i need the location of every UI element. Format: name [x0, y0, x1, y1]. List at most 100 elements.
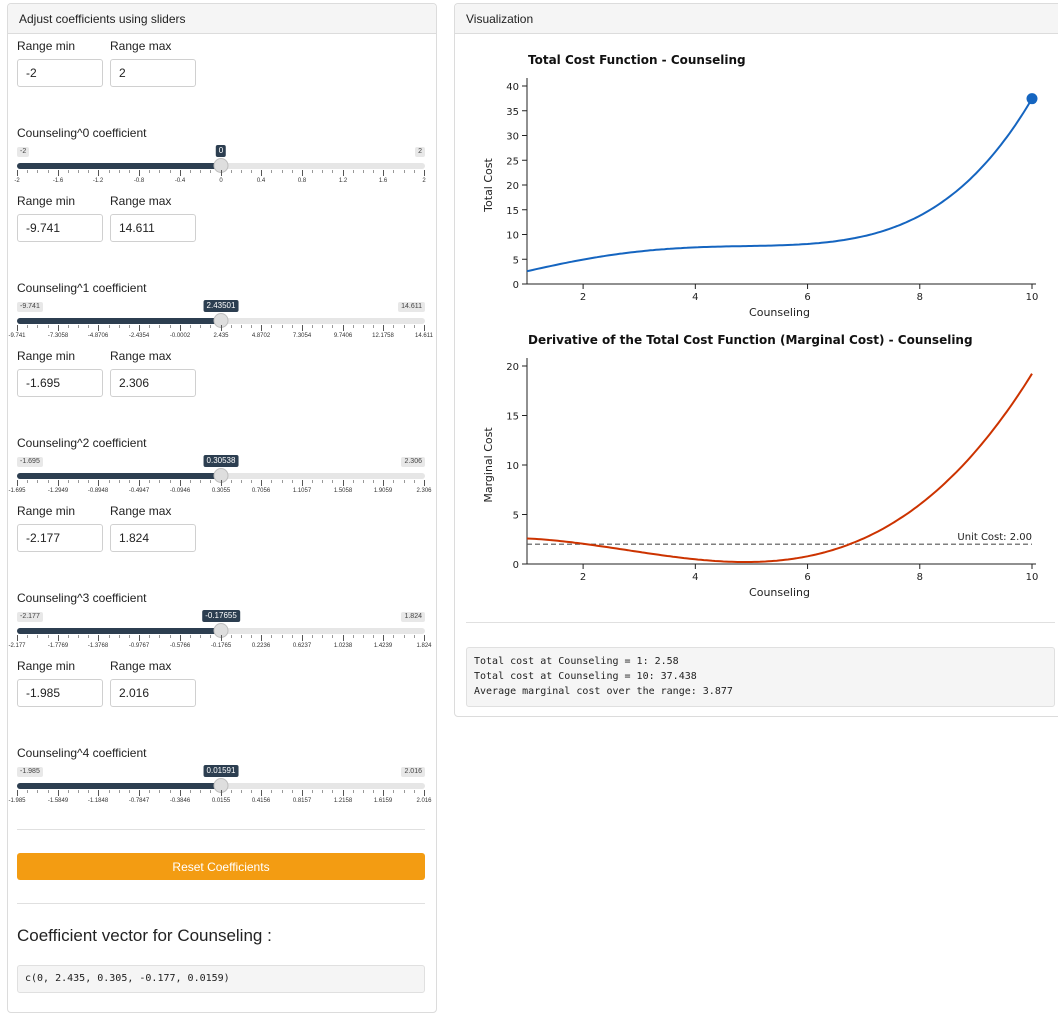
slider-minor-tick: [241, 170, 242, 173]
slider-max-badge: 2.016: [401, 767, 425, 777]
slider-minor-tick: [109, 170, 110, 173]
slider-minor-tick: [292, 325, 293, 328]
slider-minor-tick: [88, 635, 89, 638]
slider-major-tick: [261, 325, 262, 331]
coefficient-vector-output: c(0, 2.435, 0.305, -0.177, 0.0159): [17, 965, 425, 993]
slider-tick-label: 2.306: [416, 488, 432, 494]
slider-minor-tick: [271, 635, 272, 638]
slider-minor-tick: [88, 480, 89, 483]
divider: [17, 903, 425, 904]
range-max-input[interactable]: 14.611: [110, 214, 196, 242]
slider-minor-tick: [251, 635, 252, 638]
slider-major-tick: [343, 325, 344, 331]
slider-minor-tick: [37, 170, 38, 173]
slider-major-tick: [221, 790, 222, 796]
slider-major-tick: [180, 325, 181, 331]
slider-tick-label: 4.8702: [251, 333, 271, 339]
slider-tick-label: -1.6: [52, 178, 64, 184]
slider-ticks: -1.695 -1.2949 -0.8948 -0.4947 -0.0946 0.3055…: [8, 480, 432, 502]
y-tick-label: 5: [513, 511, 519, 522]
slider-major-tick: [343, 480, 344, 486]
range-min-input[interactable]: -2: [17, 59, 103, 87]
slider-tick-label: 1.824: [416, 643, 432, 649]
slider-tick-label: -0.8948: [87, 488, 109, 494]
x-tick-label: 4: [692, 292, 698, 303]
range-min-input[interactable]: -1.695: [17, 369, 103, 397]
slider-minor-tick: [27, 170, 28, 173]
slider-minor-tick: [119, 325, 120, 328]
slider-tick-label: -0.1765: [210, 643, 232, 649]
slider-value-bubble: 0.30538: [203, 455, 239, 467]
slider-minor-tick: [251, 790, 252, 793]
slider-major-tick: [58, 480, 59, 486]
range-max-input[interactable]: 2: [110, 59, 196, 87]
slider-tick-label: -0.7847: [128, 798, 150, 804]
range-min-label: Range min: [17, 194, 76, 208]
slider-minor-tick: [312, 480, 313, 483]
slider-minor-tick: [322, 170, 323, 173]
slider-fill: [17, 783, 221, 789]
slider-major-tick: [98, 325, 99, 331]
slider-tick-label: -1.1848: [87, 798, 109, 804]
slider-minor-tick: [27, 790, 28, 793]
summary-output: Total cost at Counseling = 1: 2.58 Total…: [466, 647, 1055, 707]
slider-major-tick: [139, 325, 140, 331]
slider-minor-tick: [312, 635, 313, 638]
slider-minor-tick: [271, 790, 272, 793]
range-min-input[interactable]: -1.985: [17, 679, 103, 707]
summary-line-average-marginal: Average marginal cost over the range: 3.…: [474, 686, 733, 697]
slider-tick-label: 12.1758: [372, 333, 394, 339]
slider-tick-label: 1.1057: [292, 488, 312, 494]
slider-minor-tick: [332, 790, 333, 793]
unit-cost-label: Unit Cost: 2.00: [957, 532, 1032, 543]
slider-minor-tick: [404, 635, 405, 638]
slider-tick-label: 1.9059: [373, 488, 393, 494]
range-max-input[interactable]: 1.824: [110, 524, 196, 552]
slider-major-tick: [17, 635, 18, 641]
slider-minor-tick: [159, 325, 160, 328]
slider-major-tick: [221, 325, 222, 331]
slider-minor-tick: [149, 790, 150, 793]
slider-max-badge: 2: [415, 147, 425, 157]
range-row: Range min Range max -1.985 2.016: [17, 659, 317, 721]
slider-minor-tick: [88, 325, 89, 328]
slider-minor-tick: [78, 790, 79, 793]
slider-major-tick: [302, 790, 303, 796]
slider-major-tick: [302, 635, 303, 641]
range-max-input[interactable]: 2.016: [110, 679, 196, 707]
slider-minor-tick: [404, 325, 405, 328]
range-min-input[interactable]: -9.741: [17, 214, 103, 242]
range-max-input[interactable]: 2.306: [110, 369, 196, 397]
slider-major-tick: [261, 480, 262, 486]
slider-minor-tick: [393, 170, 394, 173]
x-axis-label: Counseling: [749, 306, 810, 319]
slider-minor-tick: [27, 635, 28, 638]
slider-minor-tick: [48, 325, 49, 328]
slider-minor-tick: [68, 635, 69, 638]
slider-minor-tick: [200, 635, 201, 638]
slider-major-tick: [383, 170, 384, 176]
reset-coefficients-button[interactable]: Reset Coefficients: [17, 853, 425, 880]
slider-minor-tick: [292, 790, 293, 793]
slider-major-tick: [98, 480, 99, 486]
y-axis-label: Total Cost: [482, 158, 495, 213]
slider-minor-tick: [129, 325, 130, 328]
slider-tick-label: 2.435: [213, 333, 229, 339]
slider-label: Counseling^2 coefficient: [17, 436, 147, 450]
slider-tick-label: 0.3055: [211, 488, 231, 494]
slider-label: Counseling^3 coefficient: [17, 591, 147, 605]
slider-major-tick: [221, 635, 222, 641]
y-tick-label: 5: [513, 255, 519, 266]
slider-minor-tick: [373, 325, 374, 328]
slider-tick-label: 1.5058: [333, 488, 353, 494]
range-min-label: Range min: [17, 504, 76, 518]
slider-minor-tick: [88, 790, 89, 793]
slider-tick-label: -2.177: [8, 643, 26, 649]
range-min-input[interactable]: -2.177: [17, 524, 103, 552]
slider-major-tick: [383, 480, 384, 486]
slider-minor-tick: [149, 170, 150, 173]
slider-major-tick: [58, 790, 59, 796]
slider-minor-tick: [271, 325, 272, 328]
slider-minor-tick: [353, 170, 354, 173]
marginal-cost-line: [526, 373, 1033, 563]
